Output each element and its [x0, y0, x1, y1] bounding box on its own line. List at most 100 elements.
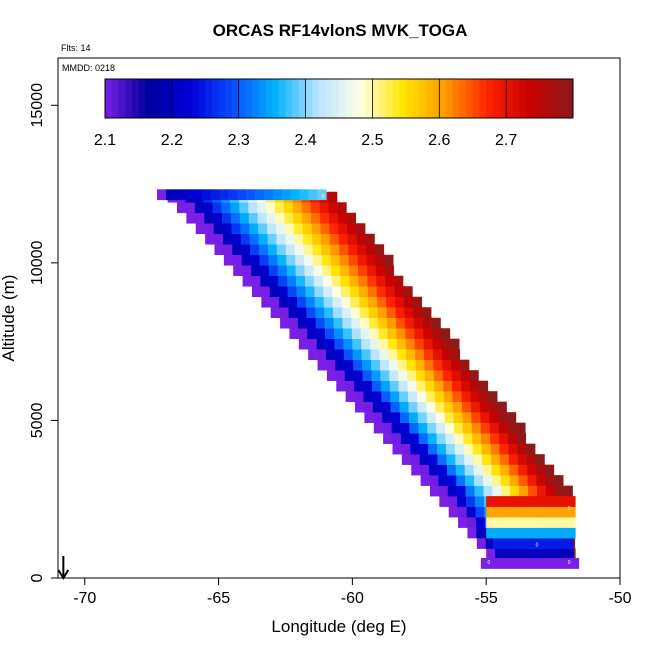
heatmap-cell	[263, 189, 274, 201]
heatmap-cell	[418, 422, 428, 434]
heatmap-cell	[285, 244, 295, 256]
heatmap-cell	[404, 317, 415, 329]
colorbar-swatch	[379, 79, 387, 118]
heatmap-cell	[438, 485, 449, 497]
heatmap-cell	[332, 286, 342, 298]
heatmap-cell	[500, 475, 511, 486]
heatmap-cell	[506, 412, 517, 423]
colorbar-swatch	[479, 79, 487, 118]
heatmap-cell	[536, 485, 547, 497]
heatmap-cell	[372, 391, 382, 402]
heatmap-cell	[312, 233, 322, 245]
y-tick-label: 10000	[29, 241, 46, 286]
heatmap-cell	[471, 422, 481, 434]
heatmap-cell	[397, 359, 407, 371]
colorbar-swatch	[532, 79, 540, 118]
heatmap-cell	[391, 412, 401, 423]
heatmap-cell	[437, 464, 448, 476]
colorbar-swatch	[425, 79, 433, 118]
heatmap-cell	[287, 275, 297, 287]
heatmap-cell	[481, 443, 491, 455]
heatmap-cell	[362, 359, 372, 371]
heatmap-cell	[357, 244, 367, 256]
heatmap-cell	[420, 475, 430, 486]
heatmap-cell	[512, 517, 523, 528]
heatmap-cell	[394, 275, 404, 287]
heatmap-cell	[376, 286, 386, 298]
heatmap-cell	[231, 233, 242, 245]
heatmap-cell	[321, 254, 332, 266]
heatmap-cell	[424, 370, 435, 381]
heatmap-cell	[450, 349, 460, 360]
heatmap-cell	[517, 454, 527, 465]
heatmap-cell	[404, 307, 414, 319]
heatmap-cell	[278, 286, 288, 298]
heatmap-cell	[489, 422, 499, 434]
heatmap-cell	[280, 317, 290, 329]
heatmap-cell	[412, 296, 423, 308]
heatmap-cell	[267, 244, 278, 256]
heatmap-cell	[437, 443, 447, 455]
heatmap-cell	[472, 433, 482, 444]
colorbar-swatch	[439, 79, 447, 118]
heatmap-cell	[389, 380, 399, 392]
heatmap-cell	[257, 202, 267, 214]
heatmap-cell	[458, 517, 468, 528]
heatmap-cell	[372, 401, 383, 413]
heatmap-cell	[269, 275, 279, 287]
heatmap-cell	[447, 475, 457, 486]
heatmap-cell	[246, 189, 256, 201]
start-marker	[57, 556, 70, 580]
heatmap-cell	[416, 380, 426, 392]
heatmap-cell	[463, 433, 473, 444]
heatmap-cell	[362, 370, 372, 381]
colorbar-swatch	[325, 79, 333, 118]
heatmap-cell	[250, 254, 260, 266]
colorbar-swatch	[359, 79, 367, 118]
heatmap-cell	[408, 412, 419, 423]
heatmap-cell	[566, 517, 576, 528]
heatmap-cell	[320, 212, 330, 224]
heatmap-cell	[456, 485, 466, 497]
heatmap-cell	[340, 265, 350, 277]
heatmap-cell	[260, 286, 271, 298]
heatmap-cell	[281, 189, 291, 201]
colorbar-swatch	[138, 79, 146, 118]
heatmap-cell	[461, 380, 471, 392]
heatmap-cell	[367, 275, 377, 287]
heatmap-cell	[287, 286, 297, 298]
heatmap-cell	[443, 380, 453, 392]
heatmap-cell	[339, 254, 349, 266]
heatmap-cell	[467, 517, 477, 528]
heatmap-cell	[186, 212, 196, 224]
x-axis: -70 -65 -60 -55 -50	[73, 578, 632, 607]
heatmap-cell	[509, 475, 519, 486]
heatmap-cell	[409, 433, 420, 444]
heatmap-cell	[278, 275, 288, 287]
heatmap-cell	[432, 328, 442, 339]
colorbar-swatch	[191, 79, 199, 118]
heatmap-cell	[442, 370, 452, 381]
heatmap-cell	[415, 359, 425, 371]
heatmap-cell	[485, 538, 495, 549]
heatmap-cell	[516, 422, 526, 434]
heatmap-cell	[384, 265, 394, 277]
colorbar-swatch	[546, 79, 554, 118]
heatmap-cell	[530, 496, 540, 507]
heatmap-cell	[316, 338, 326, 350]
heatmap-cell	[480, 412, 490, 423]
heatmap-cell	[396, 338, 407, 350]
heatmap-cell	[436, 433, 446, 444]
heatmap-cell	[422, 317, 432, 329]
heatmap-cell	[320, 233, 331, 245]
colorbar-swatch	[486, 79, 494, 118]
heatmap-cell	[212, 202, 222, 214]
heatmap-cell	[480, 422, 490, 434]
heatmap-cell	[466, 506, 476, 518]
heatmap-cell	[306, 307, 316, 319]
heatmap-cell	[474, 475, 484, 486]
heatmap-cell	[536, 475, 546, 486]
heatmap-cell	[323, 296, 333, 308]
heatmap-cell	[307, 338, 317, 350]
heatmap-cell	[527, 475, 537, 486]
